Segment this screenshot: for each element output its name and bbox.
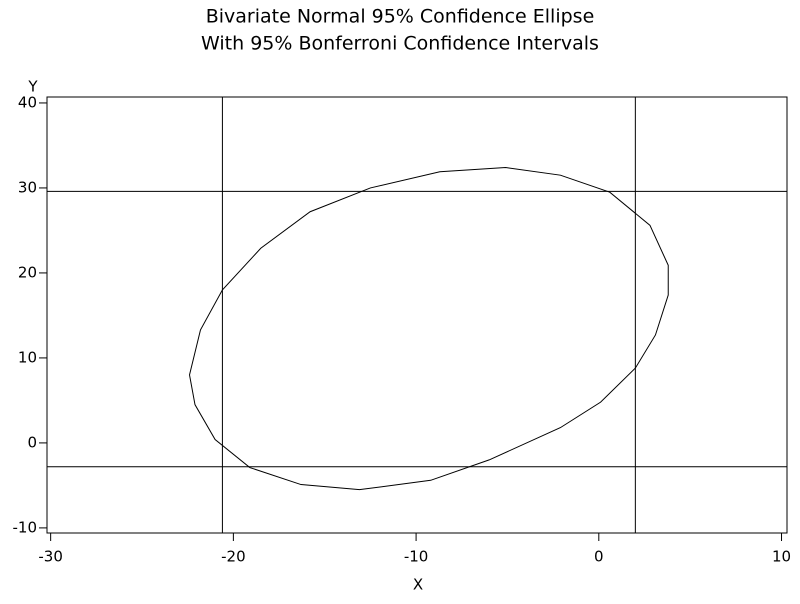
plot-frame bbox=[46, 96, 788, 534]
y-tick-label: 30 bbox=[18, 178, 37, 196]
chart-subtitle: With 95% Bonferroni Confidence Intervals bbox=[201, 33, 599, 55]
confidence-ellipse bbox=[189, 167, 669, 491]
y-tick-label: -10 bbox=[13, 518, 38, 536]
x-tick-label: 0 bbox=[594, 548, 604, 566]
x-tick-label: -30 bbox=[38, 548, 63, 566]
y-tick-label: 10 bbox=[18, 348, 37, 366]
x-axis-label: X bbox=[413, 576, 423, 594]
x-tick-label: -20 bbox=[221, 548, 246, 566]
x-tick-label: 10 bbox=[772, 548, 791, 566]
x-tick-label: -10 bbox=[404, 548, 429, 566]
chart-title: Bivariate Normal 95% Confidence Ellipse bbox=[206, 6, 595, 28]
y-tick-label: 0 bbox=[27, 433, 37, 451]
y-axis-label: Y bbox=[27, 78, 38, 96]
y-tick-label: 40 bbox=[18, 93, 37, 111]
y-tick-label: 20 bbox=[18, 263, 37, 281]
